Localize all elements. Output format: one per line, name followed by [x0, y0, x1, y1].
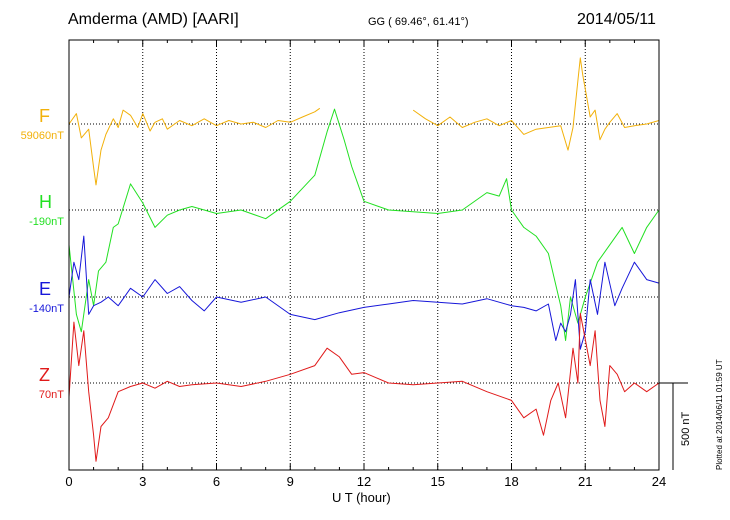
channel-e-label: E	[39, 279, 52, 299]
x-axis-ticks: 0 3 6 9 12 15 18 21 24	[65, 40, 666, 489]
channel-f-label: F	[39, 106, 50, 126]
series-line-z	[68, 312, 660, 462]
series-line-e	[68, 235, 660, 350]
x-tick-label: 6	[213, 474, 220, 489]
x-tick-label: 0	[65, 474, 72, 489]
x-tick-label: 3	[139, 474, 146, 489]
channel-e-baseline-value: -140nT	[29, 303, 64, 315]
x-tick-label: 15	[431, 474, 445, 489]
scale-bar	[659, 382, 688, 470]
x-tick-label: 21	[578, 474, 592, 489]
channel-h-baseline-value: -190nT	[29, 216, 64, 228]
channel-h-label: H	[39, 192, 52, 212]
series-line-f	[68, 57, 660, 186]
channel-z-label: Z	[39, 365, 50, 385]
x-tick-label: 12	[357, 474, 371, 489]
station-title: Amderma (AMD) [AARI]	[68, 11, 239, 28]
channel-f-baseline-value: 59060nT	[20, 130, 64, 142]
plot-date: 2014/05/11	[577, 11, 656, 28]
x-tick-label: 9	[287, 474, 294, 489]
scale-bar-label: 500 nT	[680, 411, 692, 446]
series-line-h	[68, 108, 660, 341]
chart-grid	[69, 40, 659, 470]
chart-series	[68, 57, 660, 462]
plot-frame	[68, 39, 660, 471]
x-axis-label: U T (hour)	[332, 490, 391, 505]
x-tick-label: 24	[652, 474, 666, 489]
plotted-at-footnote: Plotted at 2014/06/11 01:59 UT	[715, 359, 724, 470]
channel-z-baseline-value: 70nT	[38, 389, 64, 401]
x-tick-label: 18	[504, 474, 518, 489]
geographic-coordinates: GG ( 69.46°, 61.41°)	[368, 16, 469, 28]
